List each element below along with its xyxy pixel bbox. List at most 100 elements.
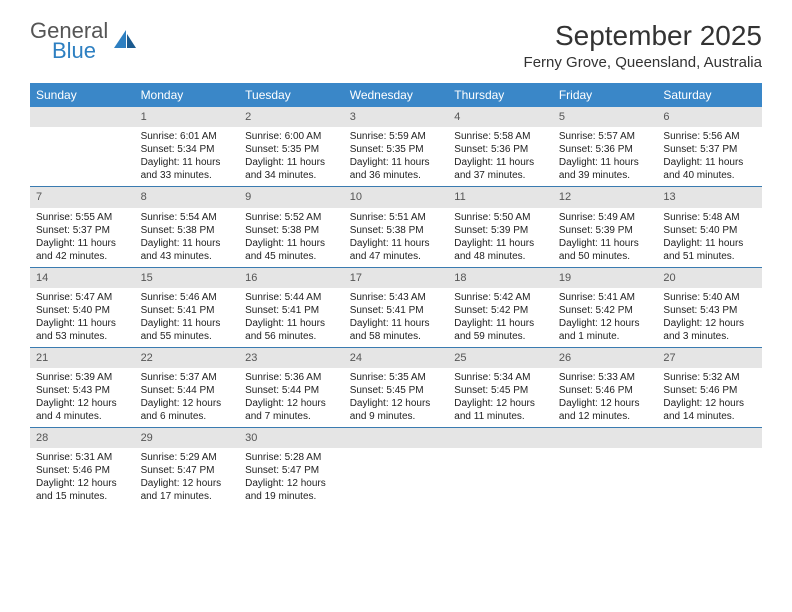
day-cell: 5Sunrise: 5:57 AMSunset: 5:36 PMDaylight… <box>553 107 658 186</box>
day-cell: 17Sunrise: 5:43 AMSunset: 5:41 PMDayligh… <box>344 268 449 347</box>
calendar-week: 7Sunrise: 5:55 AMSunset: 5:37 PMDaylight… <box>30 187 762 267</box>
day-cell: 18Sunrise: 5:42 AMSunset: 5:42 PMDayligh… <box>448 268 553 347</box>
day-content: Sunrise: 5:57 AMSunset: 5:36 PMDaylight:… <box>553 127 658 186</box>
day-number: 26 <box>553 348 658 368</box>
day-line: Daylight: 11 hours and 55 minutes. <box>141 317 234 343</box>
day-number-empty <box>344 428 449 448</box>
day-line: Sunset: 5:34 PM <box>141 143 234 156</box>
day-line: Daylight: 11 hours and 53 minutes. <box>36 317 129 343</box>
day-cell: 23Sunrise: 5:36 AMSunset: 5:44 PMDayligh… <box>239 348 344 427</box>
weekday-label: Wednesday <box>344 83 449 107</box>
day-line: Sunrise: 5:48 AM <box>663 211 756 224</box>
day-number: 3 <box>344 107 449 127</box>
day-line: Sunrise: 5:50 AM <box>454 211 547 224</box>
day-number: 10 <box>344 187 449 207</box>
day-line: Sunset: 5:40 PM <box>36 304 129 317</box>
day-line: Sunset: 5:42 PM <box>454 304 547 317</box>
day-line: Sunset: 5:46 PM <box>663 384 756 397</box>
day-line: Daylight: 11 hours and 58 minutes. <box>350 317 443 343</box>
day-line: Sunrise: 5:59 AM <box>350 130 443 143</box>
day-content: Sunrise: 5:55 AMSunset: 5:37 PMDaylight:… <box>30 208 135 267</box>
brand-logo: General Blue <box>30 20 138 62</box>
day-number: 5 <box>553 107 658 127</box>
day-line: Sunrise: 5:54 AM <box>141 211 234 224</box>
day-line: Daylight: 12 hours and 11 minutes. <box>454 397 547 423</box>
day-line: Sunrise: 5:58 AM <box>454 130 547 143</box>
day-line: Sunset: 5:41 PM <box>141 304 234 317</box>
day-number: 14 <box>30 268 135 288</box>
day-line: Sunrise: 5:32 AM <box>663 371 756 384</box>
day-cell: 27Sunrise: 5:32 AMSunset: 5:46 PMDayligh… <box>657 348 762 427</box>
day-line: Sunrise: 5:56 AM <box>663 130 756 143</box>
day-content: Sunrise: 6:01 AMSunset: 5:34 PMDaylight:… <box>135 127 240 186</box>
day-content: Sunrise: 5:46 AMSunset: 5:41 PMDaylight:… <box>135 288 240 347</box>
day-line: Sunset: 5:44 PM <box>245 384 338 397</box>
day-line: Daylight: 11 hours and 33 minutes. <box>141 156 234 182</box>
day-number: 9 <box>239 187 344 207</box>
day-content: Sunrise: 5:31 AMSunset: 5:46 PMDaylight:… <box>30 448 135 507</box>
day-line: Daylight: 11 hours and 43 minutes. <box>141 237 234 263</box>
day-line: Sunrise: 5:44 AM <box>245 291 338 304</box>
day-line: Sunrise: 5:46 AM <box>141 291 234 304</box>
day-cell: 4Sunrise: 5:58 AMSunset: 5:36 PMDaylight… <box>448 107 553 186</box>
day-line: Daylight: 11 hours and 51 minutes. <box>663 237 756 263</box>
day-line: Sunset: 5:39 PM <box>559 224 652 237</box>
weekday-label: Friday <box>553 83 658 107</box>
day-cell: 7Sunrise: 5:55 AMSunset: 5:37 PMDaylight… <box>30 187 135 266</box>
day-line: Daylight: 11 hours and 42 minutes. <box>36 237 129 263</box>
day-number: 16 <box>239 268 344 288</box>
day-cell <box>553 428 658 507</box>
day-line: Daylight: 11 hours and 56 minutes. <box>245 317 338 343</box>
day-number: 24 <box>344 348 449 368</box>
day-number-empty <box>657 428 762 448</box>
day-line: Daylight: 12 hours and 3 minutes. <box>663 317 756 343</box>
day-number: 12 <box>553 187 658 207</box>
day-line: Daylight: 12 hours and 12 minutes. <box>559 397 652 423</box>
day-line: Sunset: 5:42 PM <box>559 304 652 317</box>
day-line: Daylight: 12 hours and 19 minutes. <box>245 477 338 503</box>
day-number: 18 <box>448 268 553 288</box>
day-line: Daylight: 11 hours and 59 minutes. <box>454 317 547 343</box>
weekday-label: Tuesday <box>239 83 344 107</box>
location-text: Ferny Grove, Queensland, Australia <box>524 54 762 71</box>
day-number: 27 <box>657 348 762 368</box>
day-line: Daylight: 11 hours and 40 minutes. <box>663 156 756 182</box>
day-number: 23 <box>239 348 344 368</box>
day-line: Sunrise: 5:55 AM <box>36 211 129 224</box>
day-line: Sunrise: 5:33 AM <box>559 371 652 384</box>
day-cell <box>344 428 449 507</box>
day-line: Sunset: 5:35 PM <box>245 143 338 156</box>
day-cell: 12 Sunrise: 5:49 AMSunset: 5:39 PMDayligh… <box>553 187 658 266</box>
weekday-header: SundayMondayTuesdayWednesdayThursdayFrid… <box>30 83 762 107</box>
header: General Blue September 2025 Ferny Grove,… <box>0 0 792 79</box>
day-line: Sunset: 5:35 PM <box>350 143 443 156</box>
day-line: Daylight: 11 hours and 50 minutes. <box>559 237 652 263</box>
day-line: Sunset: 5:47 PM <box>141 464 234 477</box>
day-line: Sunset: 5:37 PM <box>663 143 756 156</box>
weekday-label: Saturday <box>657 83 762 107</box>
day-line: Daylight: 12 hours and 6 minutes. <box>141 397 234 423</box>
day-cell: 22 Sunrise: 5:37 AMSunset: 5:44 PMDayligh… <box>135 348 240 427</box>
month-title: September 2025 <box>524 20 762 52</box>
day-content: Sunrise: 5:51 AMSunset: 5:38 PMDaylight:… <box>344 208 449 267</box>
day-content: Sunrise: 5:36 AMSunset: 5:44 PMDaylight:… <box>239 368 344 427</box>
day-line: Sunset: 5:43 PM <box>663 304 756 317</box>
day-line: Sunrise: 5:36 AM <box>245 371 338 384</box>
day-line: Sunrise: 5:49 AM <box>559 211 652 224</box>
day-number: 8 <box>135 187 240 207</box>
day-line: Sunset: 5:41 PM <box>245 304 338 317</box>
day-line: Sunrise: 5:57 AM <box>559 130 652 143</box>
day-line: Sunset: 5:44 PM <box>141 384 234 397</box>
day-line: Sunrise: 5:37 AM <box>141 371 234 384</box>
day-number: 22 <box>135 348 240 368</box>
day-number: 28 <box>30 428 135 448</box>
day-cell: 11Sunrise: 5:50 AMSunset: 5:39 PMDayligh… <box>448 187 553 266</box>
day-content: Sunrise: 5:39 AMSunset: 5:43 PMDaylight:… <box>30 368 135 427</box>
day-cell: 20Sunrise: 5:40 AMSunset: 5:43 PMDayligh… <box>657 268 762 347</box>
day-line: Sunrise: 5:31 AM <box>36 451 129 464</box>
day-line: Daylight: 11 hours and 47 minutes. <box>350 237 443 263</box>
day-content: Sunrise: 5:50 AMSunset: 5:39 PMDaylight:… <box>448 208 553 267</box>
day-content: Sunrise: 5:33 AMSunset: 5:46 PMDaylight:… <box>553 368 658 427</box>
day-cell: 10Sunrise: 5:51 AMSunset: 5:38 PMDayligh… <box>344 187 449 266</box>
day-cell: 16 Sunrise: 5:44 AMSunset: 5:41 PMDayligh… <box>239 268 344 347</box>
